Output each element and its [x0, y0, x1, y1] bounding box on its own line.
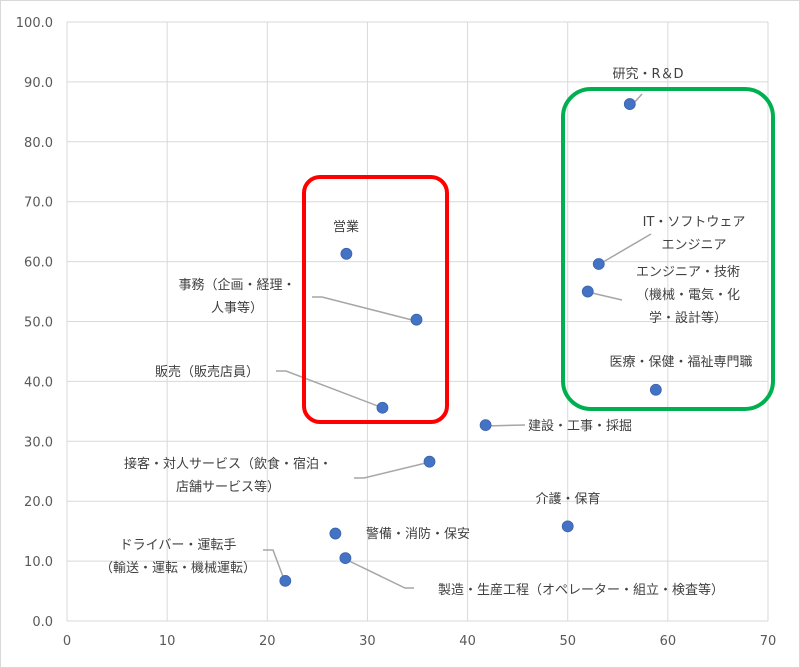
point-label-line: （機械・電気・化	[636, 287, 740, 303]
point-label: 事務（企画・経理・人事等）	[178, 277, 295, 316]
point-label: ドライバー・運転手 （輸送・運転・機械運転）	[100, 538, 256, 576]
y-tick-label: 50.0	[24, 316, 53, 331]
point-label-line: エンジニア・技術	[636, 265, 740, 280]
point-label: 介護・保育	[535, 491, 600, 507]
leader-line	[597, 233, 652, 266]
data-point	[423, 455, 436, 468]
y-tick-label: 30.0	[24, 435, 53, 450]
x-tick-label: 50	[559, 634, 576, 649]
point-label: エンジニア・技術 （機械・電気・化学・設計等）	[636, 265, 740, 326]
leader-line	[484, 424, 526, 427]
point-label-line: 接客・対人サービス（飲食・宿泊・	[124, 456, 332, 472]
leader-line	[344, 558, 414, 589]
data-point	[592, 258, 605, 270]
x-tick-label: 10	[159, 634, 176, 649]
data-point	[649, 383, 662, 396]
tick-labels: 0 10 20 30 40 50 60 70 0.0 10.0 20.0 30.0 40.0 50.0 60…	[16, 16, 776, 649]
leader-line	[312, 296, 417, 322]
data-point	[376, 401, 389, 414]
point-label-line: 店舗サービス等）	[176, 479, 280, 495]
data-point	[561, 520, 574, 533]
point-label-line: 製造・生産工程（オペレーター・組立・検査等）	[438, 582, 724, 598]
x-tick-label: 30	[359, 634, 376, 649]
x-tick-label: 0	[63, 634, 71, 649]
point-label-line: 建設・工事・採掘	[528, 418, 632, 434]
point-label-line: 営業	[333, 219, 359, 235]
point-label-line: 警備・消防・保安	[366, 526, 470, 542]
y-tick-label: 80.0	[24, 136, 53, 151]
point-label-line: IT・ソフトウェア	[643, 215, 746, 230]
point-label: 建設・工事・採掘	[528, 418, 632, 434]
data-point	[581, 285, 594, 298]
leader-line	[276, 370, 384, 409]
data-point	[279, 574, 292, 587]
point-label-line: 研究・R＆D	[612, 67, 683, 82]
point-label: 医療・保健・福祉専門職	[609, 355, 752, 370]
y-tick-label: 20.0	[24, 495, 53, 510]
point-label-line: 事務（企画・経理・	[178, 277, 295, 293]
y-tick-label: 90.0	[24, 76, 53, 91]
point-label: 研究・R＆D	[612, 67, 683, 82]
data-point	[339, 552, 352, 565]
data-point	[623, 98, 636, 110]
point-label-line: 介護・保育	[535, 491, 600, 507]
point-label-line: 人事等）	[211, 300, 263, 316]
leader-line	[354, 461, 431, 479]
point-label-line: （輸送・運転・機械運転）	[100, 561, 256, 576]
point-label-line: ドライバー・運転手	[120, 538, 237, 553]
x-tick-label: 20	[259, 634, 276, 649]
highlight-boxes	[302, 87, 775, 424]
data-point	[410, 313, 423, 326]
point-label: 警備・消防・保安	[366, 526, 470, 542]
point-label: IT・ソフトウェアエンジニア	[643, 215, 746, 253]
point-label-line: 医療・保健・福祉専門職	[609, 355, 752, 370]
x-tick-label: 40	[459, 634, 476, 649]
highlight-box	[302, 175, 449, 424]
data-point	[329, 527, 342, 540]
point-label-line: エンジニア	[661, 238, 726, 253]
data-point	[340, 247, 353, 260]
point-label: 製造・生産工程（オペレーター・組立・検査等）	[438, 582, 724, 598]
y-tick-label: 10.0	[24, 555, 53, 570]
y-tick-label: 60.0	[24, 256, 53, 271]
leader-line	[263, 549, 286, 583]
point-label-line: 学・設計等）	[649, 310, 727, 326]
label-leader-lines	[263, 93, 652, 589]
data-points	[279, 98, 662, 587]
y-tick-label: 100.0	[16, 16, 53, 31]
y-tick-label: 70.0	[24, 196, 53, 211]
point-label: 営業	[333, 219, 359, 235]
y-tick-label: 40.0	[24, 375, 53, 390]
y-tick-label: 0.0	[32, 615, 53, 630]
point-label: 販売（販売店員）	[155, 364, 259, 380]
x-tick-label: 70	[760, 634, 777, 649]
highlight-box	[561, 87, 775, 411]
point-label-line: 販売（販売店員）	[155, 364, 259, 380]
point-label: 接客・対人サービス（飲食・宿泊・店舗サービス等）	[124, 456, 332, 495]
x-tick-label: 60	[660, 634, 677, 649]
leader-line	[591, 292, 623, 301]
data-point	[479, 419, 492, 432]
